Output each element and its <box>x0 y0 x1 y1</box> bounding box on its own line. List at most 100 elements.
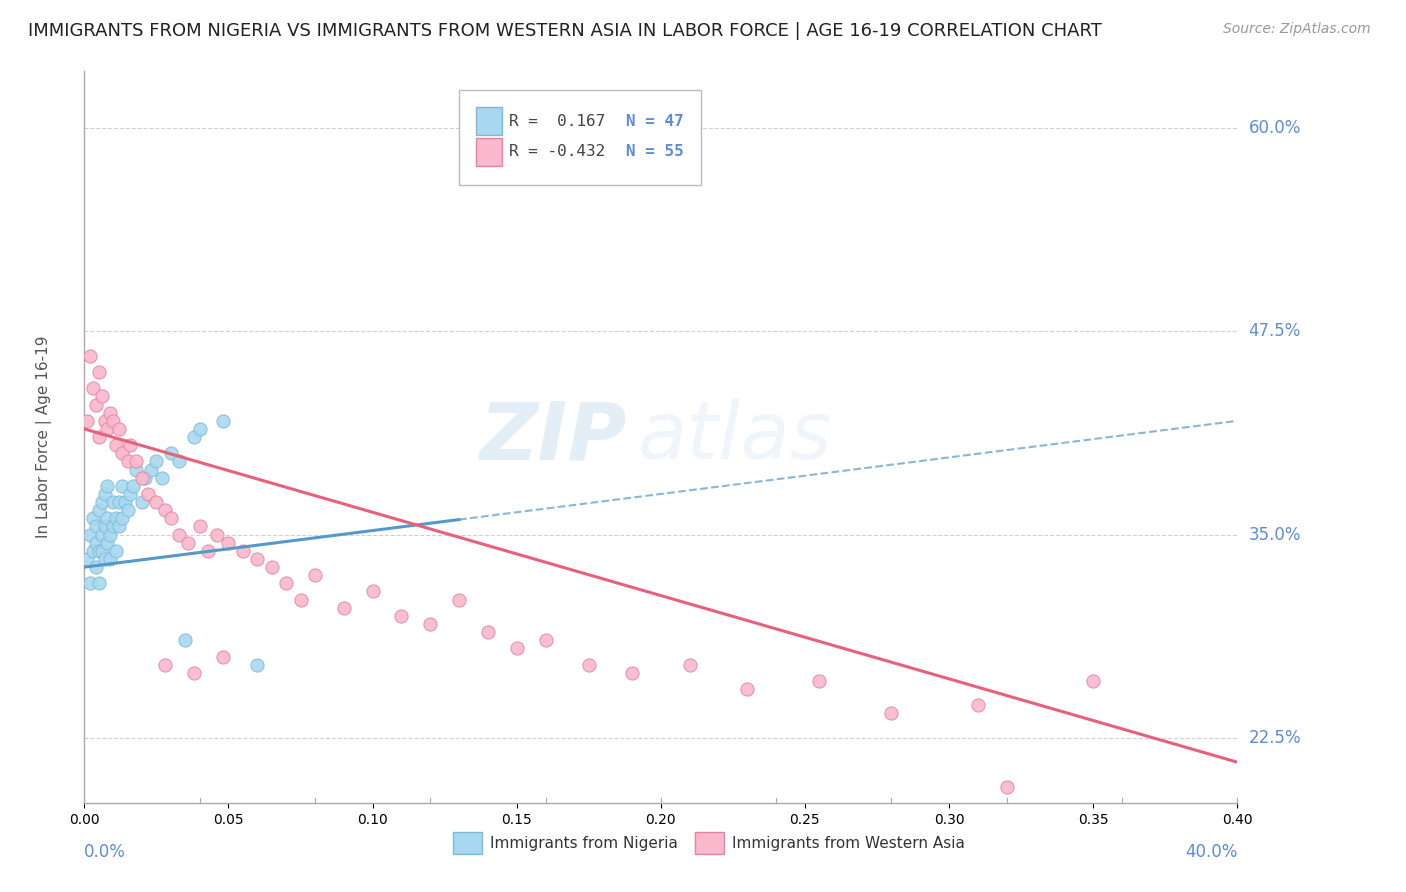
Text: 0.0%: 0.0% <box>84 843 127 861</box>
Point <box>621 665 644 680</box>
Point <box>136 487 159 501</box>
Bar <box>477 138 502 166</box>
Point <box>246 552 269 566</box>
Point <box>93 487 115 501</box>
Point <box>218 535 240 549</box>
Text: Immigrants from Western Asia: Immigrants from Western Asia <box>733 836 965 851</box>
Point <box>108 519 131 533</box>
Point <box>477 625 499 640</box>
Point <box>260 560 283 574</box>
Point <box>122 479 145 493</box>
Point <box>197 544 219 558</box>
Point <box>103 495 124 509</box>
Point <box>131 495 153 509</box>
Point <box>506 641 529 656</box>
Point <box>177 535 200 549</box>
Point <box>183 430 205 444</box>
Text: IMMIGRANTS FROM NIGERIA VS IMMIGRANTS FROM WESTERN ASIA IN LABOR FORCE | AGE 16-: IMMIGRANTS FROM NIGERIA VS IMMIGRANTS FR… <box>28 22 1102 40</box>
Point <box>111 511 134 525</box>
Point <box>82 511 104 525</box>
Point <box>96 535 118 549</box>
Point <box>125 454 148 468</box>
Point <box>84 535 107 549</box>
Point <box>145 495 167 509</box>
Text: 40.0%: 40.0% <box>1185 843 1237 861</box>
Point <box>82 544 104 558</box>
Point <box>880 706 903 721</box>
Point <box>808 673 831 688</box>
Point <box>84 560 107 574</box>
Point <box>96 511 118 525</box>
Text: N = 55: N = 55 <box>626 145 683 160</box>
Point <box>276 576 298 591</box>
Point <box>534 633 557 648</box>
Point <box>449 592 471 607</box>
Point <box>82 381 104 395</box>
Point <box>169 454 191 468</box>
Point <box>120 438 142 452</box>
Text: R =  0.167: R = 0.167 <box>509 113 605 128</box>
Text: 22.5%: 22.5% <box>1249 729 1301 747</box>
Point <box>120 487 142 501</box>
Point <box>117 454 139 468</box>
Text: R = -0.432: R = -0.432 <box>509 145 605 160</box>
Point <box>90 495 112 509</box>
Text: 47.5%: 47.5% <box>1249 322 1301 341</box>
Point <box>90 527 112 541</box>
Point <box>125 462 148 476</box>
Point <box>967 698 990 713</box>
Point <box>211 649 233 664</box>
Point <box>211 414 233 428</box>
Point <box>117 503 139 517</box>
Point <box>87 576 110 591</box>
Point <box>153 657 176 672</box>
Point <box>98 406 121 420</box>
Point <box>578 657 600 672</box>
Point <box>98 552 121 566</box>
Point <box>139 462 162 476</box>
Point <box>150 471 173 485</box>
Point <box>131 471 153 485</box>
Point <box>87 430 110 444</box>
Point <box>145 454 167 468</box>
Point <box>232 544 254 558</box>
Point <box>90 544 112 558</box>
Text: Immigrants from Nigeria: Immigrants from Nigeria <box>491 836 678 851</box>
Bar <box>453 832 482 854</box>
Point <box>679 657 702 672</box>
Point <box>160 511 183 525</box>
Bar <box>696 832 724 854</box>
Point <box>103 414 124 428</box>
Bar <box>477 107 502 135</box>
Point <box>111 446 134 460</box>
Point <box>169 527 191 541</box>
Text: atlas: atlas <box>638 398 832 476</box>
Point <box>79 349 101 363</box>
Point <box>160 446 183 460</box>
Point <box>87 503 110 517</box>
Text: In Labor Force | Age 16-19: In Labor Force | Age 16-19 <box>37 335 52 539</box>
Point <box>188 519 211 533</box>
Point <box>111 479 134 493</box>
Point <box>93 519 115 533</box>
Point <box>93 414 115 428</box>
Point <box>995 780 1018 794</box>
Point <box>1083 673 1105 688</box>
Point <box>103 519 124 533</box>
Point <box>90 389 112 403</box>
Point <box>333 600 356 615</box>
Point <box>96 422 118 436</box>
Text: Source: ZipAtlas.com: Source: ZipAtlas.com <box>1223 22 1371 37</box>
Point <box>105 438 128 452</box>
Point <box>76 414 98 428</box>
Point <box>737 681 759 696</box>
Text: ZIP: ZIP <box>479 398 626 476</box>
Point <box>87 365 110 379</box>
Text: 35.0%: 35.0% <box>1249 525 1301 543</box>
Point <box>105 544 128 558</box>
Point <box>205 527 228 541</box>
Point <box>391 608 413 623</box>
Point <box>79 576 101 591</box>
Point <box>134 471 156 485</box>
Point <box>183 665 205 680</box>
